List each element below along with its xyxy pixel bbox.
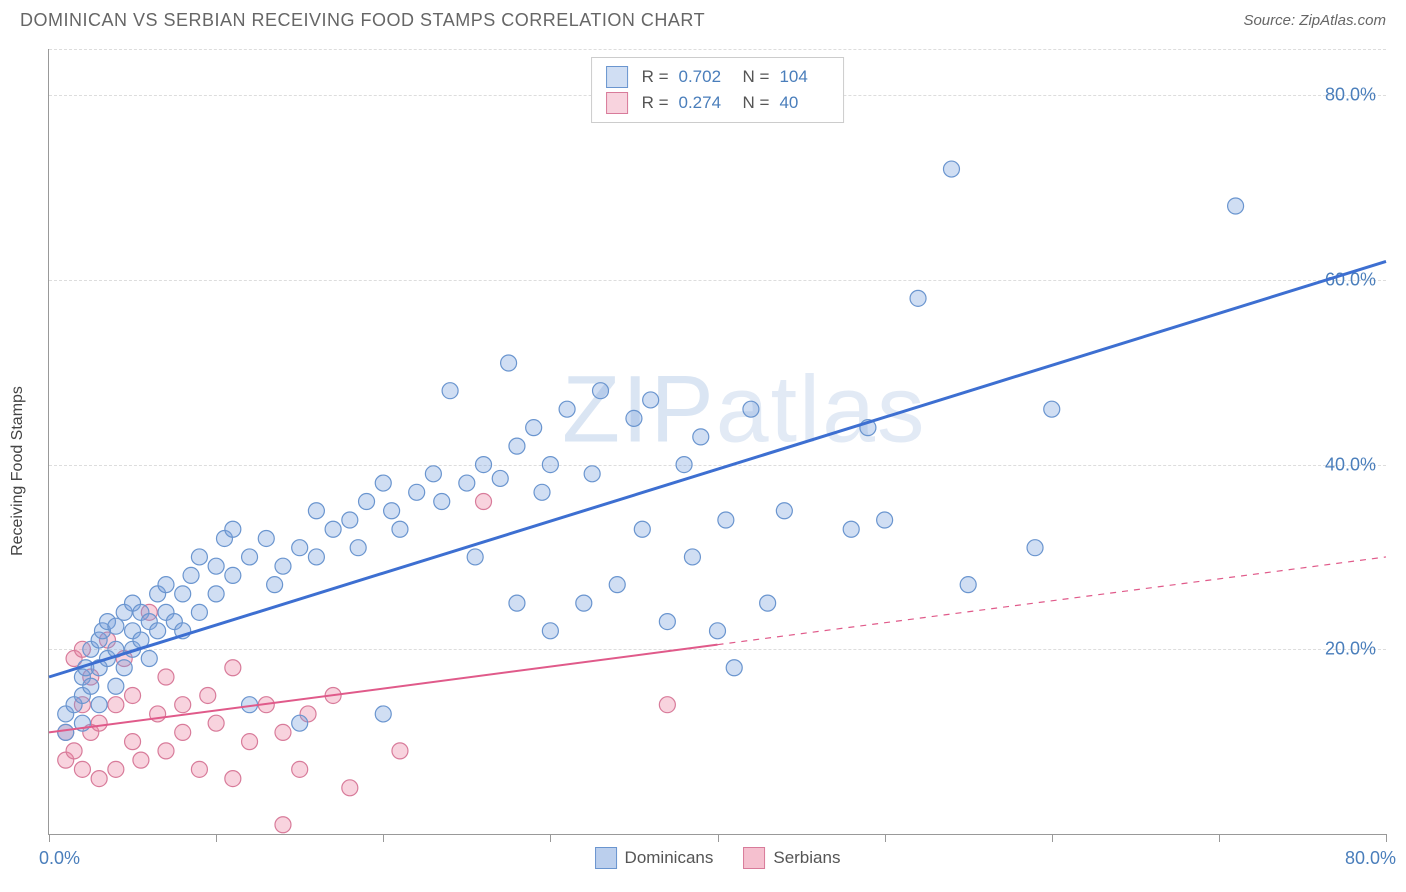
chart-container: Receiving Food Stamps ZIPatlas R = 0.702… — [0, 39, 1406, 885]
legend-item-serbians: Serbians — [743, 847, 840, 869]
chart-title: DOMINICAN VS SERBIAN RECEIVING FOOD STAM… — [20, 10, 705, 31]
legend-series: Dominicans Serbians — [595, 847, 841, 869]
legend-row-serbians: R = 0.274 N = 40 — [606, 90, 830, 116]
stat-n-serbians: 40 — [779, 93, 829, 113]
swatch-dominicans-icon — [606, 66, 628, 88]
stat-r-dominicans: 0.702 — [679, 67, 729, 87]
chart-header: DOMINICAN VS SERBIAN RECEIVING FOOD STAM… — [0, 0, 1406, 39]
legend-stats: R = 0.702 N = 104 R = 0.274 N = 40 — [591, 57, 845, 123]
stat-label: N = — [743, 67, 770, 87]
x-min-label: 0.0% — [39, 848, 80, 869]
stat-label: R = — [642, 67, 669, 87]
x-max-label: 80.0% — [1345, 848, 1396, 869]
legend-row-dominicans: R = 0.702 N = 104 — [606, 64, 830, 90]
legend-item-dominicans: Dominicans — [595, 847, 714, 869]
stat-label: R = — [642, 93, 669, 113]
swatch-serbians-icon — [743, 847, 765, 869]
stat-n-dominicans: 104 — [779, 67, 829, 87]
legend-label: Serbians — [773, 848, 840, 868]
stat-label: N = — [743, 93, 770, 113]
scatter-svg — [49, 49, 1386, 834]
swatch-dominicans-icon — [595, 847, 617, 869]
stat-r-serbians: 0.274 — [679, 93, 729, 113]
y-axis-label: Receiving Food Stamps — [9, 386, 27, 556]
legend-label: Dominicans — [625, 848, 714, 868]
swatch-serbians-icon — [606, 92, 628, 114]
plot-area: ZIPatlas R = 0.702 N = 104 R = 0.274 N =… — [48, 49, 1386, 835]
chart-source: Source: ZipAtlas.com — [1243, 12, 1386, 29]
